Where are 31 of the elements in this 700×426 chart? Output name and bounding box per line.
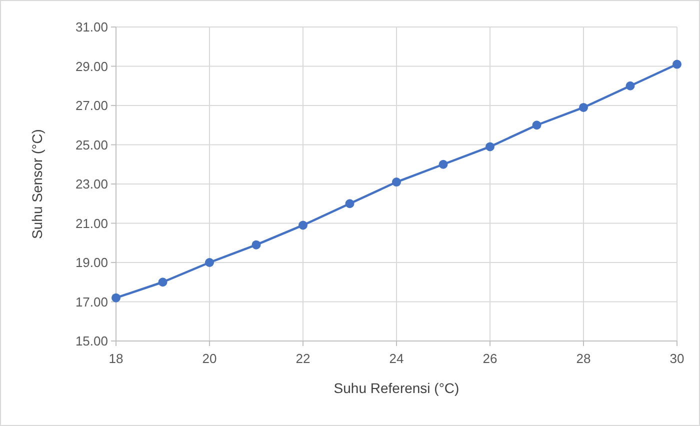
point (438, 160, 448, 169)
y-tick-label: 23.00 (75, 176, 108, 192)
x-tick-label: 20 (202, 351, 217, 366)
point (532, 120, 542, 130)
point (298, 220, 308, 230)
point (205, 258, 214, 267)
y-tick-label: 17.00 (75, 294, 108, 310)
point (626, 81, 635, 90)
point (112, 293, 120, 302)
point (672, 60, 682, 69)
x-tick-label: 18 (108, 351, 124, 366)
point (579, 102, 588, 112)
x-tick-label: 26 (482, 351, 498, 366)
x-tick-label: 30 (670, 351, 684, 366)
y-tick-label: 25.00 (75, 137, 108, 152)
y-tick-label: 21.00 (75, 216, 108, 231)
y-axis-title: Suhu Sensor (°C) (29, 129, 45, 239)
point (392, 178, 401, 187)
y-tick-label: 15.00 (75, 334, 108, 349)
y-tick-label: 19.00 (75, 255, 108, 270)
x-axis-title: Suhu Referensi (°C) (334, 380, 460, 396)
x-tick-label: 28 (576, 351, 591, 366)
x-tick-label: 22 (296, 351, 310, 366)
x-tick-label: 24 (389, 351, 404, 366)
point (158, 278, 168, 287)
point (252, 240, 261, 250)
y-tick-label: 27.00 (75, 98, 108, 114)
y-tick-label: 31.00 (75, 20, 108, 35)
y-tick-label: 29.00 (75, 58, 108, 74)
point (486, 142, 494, 152)
point (345, 199, 354, 208)
